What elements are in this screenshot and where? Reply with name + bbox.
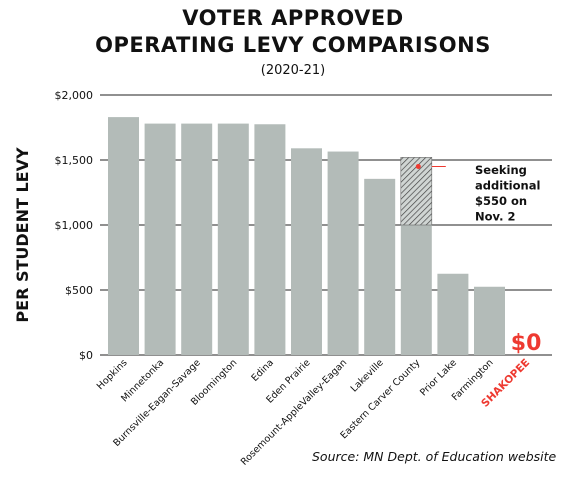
annotation-text: Seeking	[475, 163, 527, 177]
y-tick-label: $500	[65, 284, 93, 297]
y-tick-label: $1,000	[55, 219, 94, 232]
x-tick-label: Hopkins	[95, 357, 130, 392]
x-tick-label: Edina	[249, 357, 276, 384]
bar	[400, 225, 432, 355]
y-tick-label: $0	[79, 349, 93, 362]
bar	[291, 148, 322, 355]
bar	[144, 123, 176, 355]
annotation-text: Nov. 2	[475, 210, 515, 224]
bar	[474, 286, 505, 355]
source-note: Source: MN Dept. of Education website	[312, 449, 557, 464]
annotation-marker	[415, 164, 421, 169]
bar	[437, 273, 469, 355]
y-axis-label-text: PER STUDENT LEVY	[13, 147, 32, 323]
bar	[364, 178, 396, 355]
y-tick-label: $2,000	[55, 89, 94, 102]
bar	[181, 123, 213, 355]
chart-subtitle: (2020-21)	[260, 63, 326, 78]
x-tick-label: Lakeville	[349, 357, 386, 394]
annotation-text: $550 on	[475, 194, 527, 208]
y-tick-label: $1,500	[55, 154, 94, 167]
chart-title-line2: OPERATING LEVY COMPARISONS	[95, 33, 491, 57]
bar	[217, 123, 249, 355]
chart-title-line1: VOTER APPROVED	[182, 6, 404, 30]
bar	[108, 117, 139, 355]
highlight-value-label: $0	[511, 331, 542, 356]
proposed-levy-segment	[400, 157, 433, 226]
y-axis-label: PER STUDENT LEVY	[13, 147, 32, 323]
bar	[327, 151, 359, 355]
annotation-text: additional	[475, 179, 540, 193]
bar	[254, 124, 286, 355]
